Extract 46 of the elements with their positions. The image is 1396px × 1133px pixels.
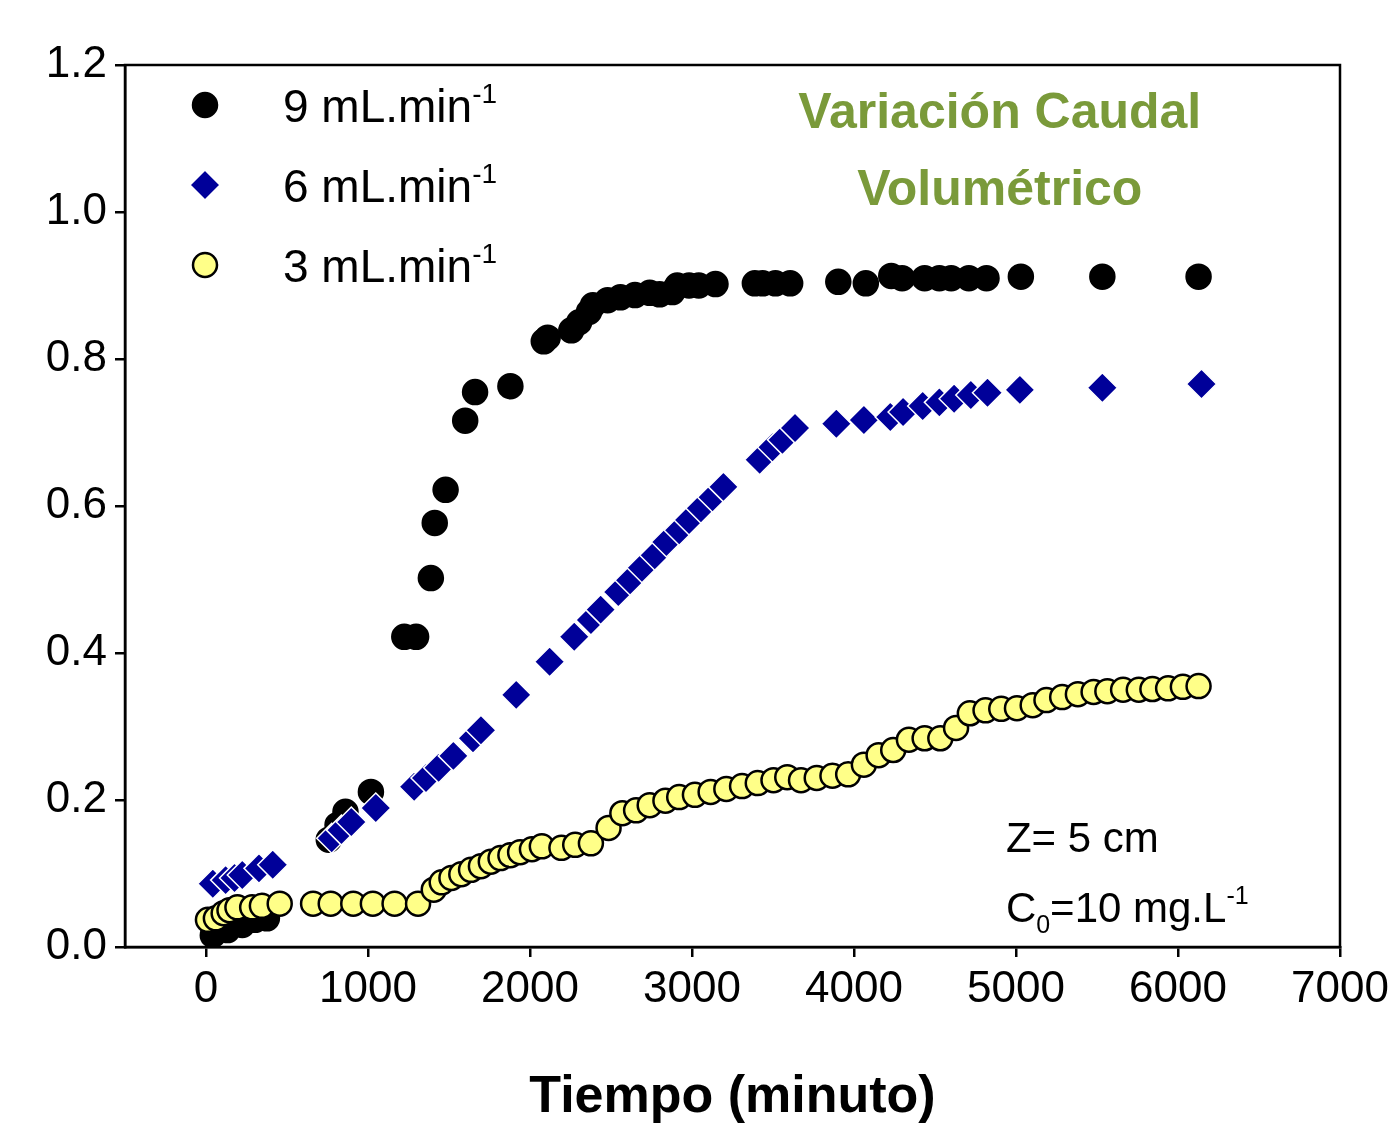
point <box>1007 263 1035 290</box>
point <box>1185 368 1218 400</box>
x-tick-label: 3000 <box>643 961 741 1011</box>
point <box>256 848 289 881</box>
point <box>1185 263 1212 290</box>
point <box>848 404 880 436</box>
y-tick-label: 0.0 <box>45 919 107 969</box>
point <box>360 792 392 824</box>
point <box>437 740 470 772</box>
point <box>417 564 445 592</box>
point <box>465 714 497 746</box>
point <box>1086 371 1119 404</box>
text: Variación Caudal Volumétrico <box>798 83 1202 216</box>
x-tick-label: 6000 <box>1129 961 1227 1011</box>
point <box>461 378 489 406</box>
x-tick-label: 5000 <box>967 961 1065 1011</box>
point <box>497 372 524 400</box>
y-tick-label: 0.2 <box>45 772 107 822</box>
point <box>451 407 479 434</box>
point <box>558 621 590 653</box>
y-tick-label: 0.4 <box>45 625 107 675</box>
point <box>779 412 811 444</box>
point <box>432 476 459 504</box>
y-tick-label: 0.6 <box>45 478 107 528</box>
x-tick-label: 7000 <box>1291 961 1389 1011</box>
x-tick-label: 0 <box>193 961 219 1011</box>
y-tick-label: 1.0 <box>45 184 107 234</box>
annotation: Z= 5 cm <box>1005 814 1159 861</box>
point <box>584 593 617 626</box>
point <box>533 646 566 678</box>
x-tick-label: 4000 <box>805 961 903 1011</box>
point <box>1089 263 1116 290</box>
x-tick-label: 1000 <box>319 961 417 1011</box>
y-tick-label: 0.8 <box>45 331 107 381</box>
point <box>852 270 880 297</box>
x-axis-title: Tiempo (minuto) <box>529 1065 936 1123</box>
point <box>335 806 368 838</box>
point <box>820 407 853 440</box>
x-tick-label: 2000 <box>481 961 579 1011</box>
point <box>1004 374 1036 406</box>
point <box>707 471 740 503</box>
point <box>500 679 532 711</box>
y-tick-label: 1.2 <box>45 37 107 87</box>
point <box>825 268 852 296</box>
point <box>971 377 1004 409</box>
point <box>421 509 448 537</box>
